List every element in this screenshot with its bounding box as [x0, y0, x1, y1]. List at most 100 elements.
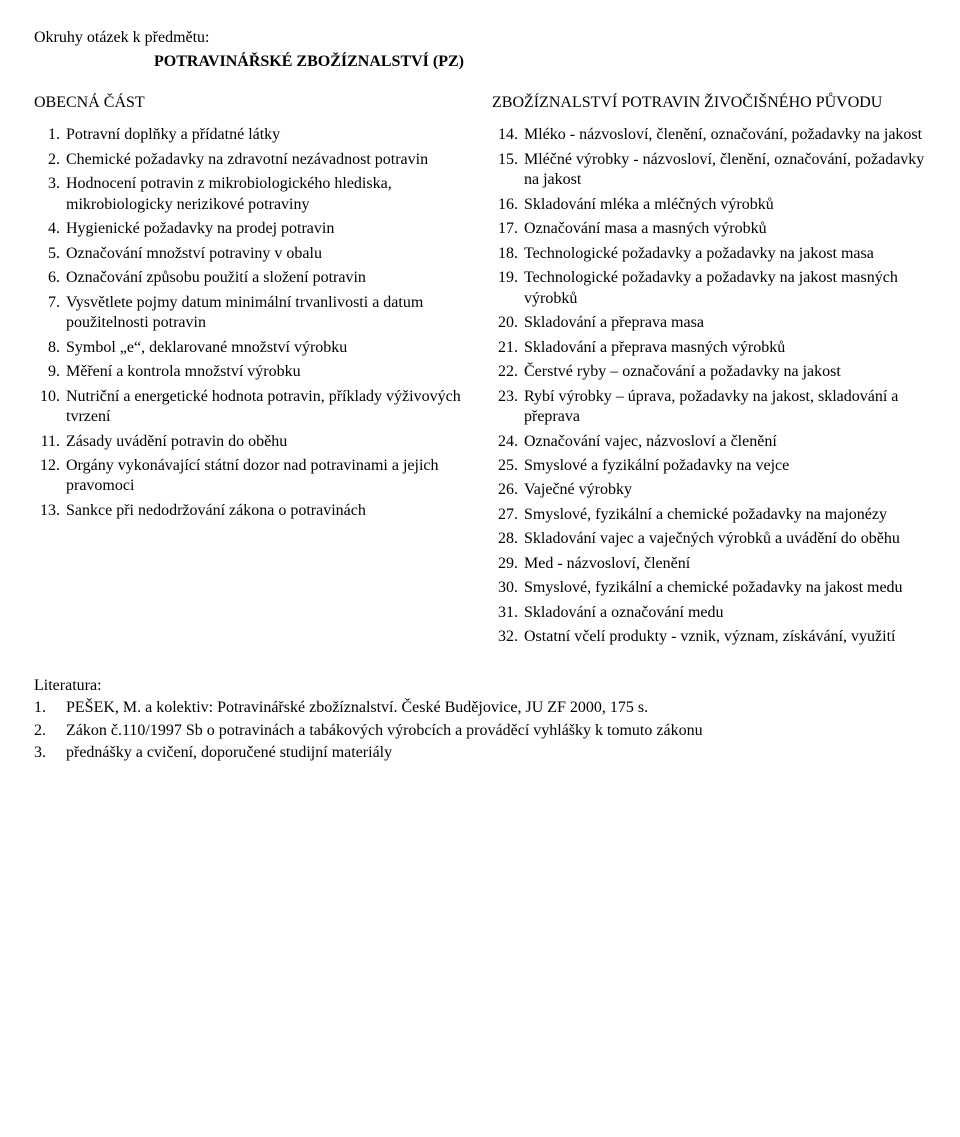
list-item: 24.Označování vajec, názvosloví a členěn… [492, 432, 926, 452]
item-number: 23. [492, 387, 524, 428]
item-text: Symbol „e“, deklarované množství výrobku [66, 338, 468, 358]
list-item: 20.Skladování a přeprava masa [492, 313, 926, 333]
list-item: 21.Skladování a přeprava masných výrobků [492, 338, 926, 358]
item-text: Zákon č.110/1997 Sb o potravinách a tabá… [66, 721, 926, 741]
list-item: 11.Zásady uvádění potravin do oběhu [34, 432, 468, 452]
item-text: Hygienické požadavky na prodej potravin [66, 219, 468, 239]
item-number: 3. [34, 174, 66, 215]
item-number: 21. [492, 338, 524, 358]
list-item: 15.Mléčné výrobky - názvosloví, členění,… [492, 150, 926, 191]
item-number: 19. [492, 268, 524, 309]
item-text: Technologické požadavky a požadavky na j… [524, 268, 926, 309]
item-number: 17. [492, 219, 524, 239]
item-number: 3. [34, 743, 66, 763]
literature-heading: Literatura: [34, 676, 926, 696]
item-text: Sankce při nedodržování zákona o potravi… [66, 501, 468, 521]
intro-line: Okruhy otázek k předmětu: [34, 28, 926, 48]
list-item: 2.Chemické požadavky na zdravotní nezáva… [34, 150, 468, 170]
item-text: Mléko - názvosloví, členění, označování,… [524, 125, 926, 145]
item-text: Nutriční a energetické hodnota potravin,… [66, 387, 468, 428]
item-number: 2. [34, 150, 66, 170]
list-item: 23.Rybí výrobky – úprava, požadavky na j… [492, 387, 926, 428]
item-number: 2. [34, 721, 66, 741]
literature-list: 1.PEŠEK, M. a kolektiv: Potravinářské zb… [34, 698, 926, 763]
item-number: 31. [492, 603, 524, 623]
item-number: 10. [34, 387, 66, 428]
item-text: Skladování mléka a mléčných výrobků [524, 195, 926, 215]
item-number: 32. [492, 627, 524, 647]
item-number: 1. [34, 125, 66, 145]
list-item: 8.Symbol „e“, deklarované množství výrob… [34, 338, 468, 358]
list-item: 1.Potravní doplňky a přídatné látky [34, 125, 468, 145]
item-text: Potravní doplňky a přídatné látky [66, 125, 468, 145]
item-text: Hodnocení potravin z mikrobiologického h… [66, 174, 468, 215]
item-text: Označování masa a masných výrobků [524, 219, 926, 239]
list-item: 4.Hygienické požadavky na prodej potravi… [34, 219, 468, 239]
item-text: Skladování a označování medu [524, 603, 926, 623]
item-text: Měření a kontrola množství výrobku [66, 362, 468, 382]
item-text: Smyslové, fyzikální a chemické požadavky… [524, 578, 926, 598]
list-item: 7.Vysvětlete pojmy datum minimální trvan… [34, 293, 468, 334]
item-text: Technologické požadavky a požadavky na j… [524, 244, 926, 264]
left-list: 1.Potravní doplňky a přídatné látky2.Che… [34, 125, 468, 521]
right-column: ZBOŽÍZNALSTVÍ POTRAVIN ŽIVOČIŠNÉHO PŮVOD… [492, 93, 926, 652]
list-item: 22.Čerstvé ryby – označování a požadavky… [492, 362, 926, 382]
list-item: 6.Označování způsobu použití a složení p… [34, 268, 468, 288]
list-item: 29.Med - názvosloví, členění [492, 554, 926, 574]
item-number: 25. [492, 456, 524, 476]
item-text: Skladování a přeprava masných výrobků [524, 338, 926, 358]
item-text: Označování množství potraviny v obalu [66, 244, 468, 264]
item-text: Rybí výrobky – úprava, požadavky na jako… [524, 387, 926, 428]
list-item: 2.Zákon č.110/1997 Sb o potravinách a ta… [34, 721, 926, 741]
item-text: Mléčné výrobky - názvosloví, členění, oz… [524, 150, 926, 191]
right-heading: ZBOŽÍZNALSTVÍ POTRAVIN ŽIVOČIŠNÉHO PŮVOD… [492, 93, 926, 113]
list-item: 27.Smyslové, fyzikální a chemické požada… [492, 505, 926, 525]
columns: OBECNÁ ČÁST 1.Potravní doplňky a přídatn… [34, 93, 926, 652]
item-number: 9. [34, 362, 66, 382]
list-item: 32.Ostatní včelí produkty - vznik, význa… [492, 627, 926, 647]
left-column: OBECNÁ ČÁST 1.Potravní doplňky a přídatn… [34, 93, 468, 652]
list-item: 17.Označování masa a masných výrobků [492, 219, 926, 239]
list-item: 28.Skladování vajec a vaječných výrobků … [492, 529, 926, 549]
item-text: Skladování vajec a vaječných výrobků a u… [524, 529, 926, 549]
item-number: 13. [34, 501, 66, 521]
list-item: 3.Hodnocení potravin z mikrobiologického… [34, 174, 468, 215]
item-number: 11. [34, 432, 66, 452]
item-number: 22. [492, 362, 524, 382]
list-item: 26.Vaječné výrobky [492, 480, 926, 500]
item-number: 24. [492, 432, 524, 452]
item-number: 26. [492, 480, 524, 500]
item-number: 27. [492, 505, 524, 525]
item-text: PEŠEK, M. a kolektiv: Potravinářské zbož… [66, 698, 926, 718]
item-text: Chemické požadavky na zdravotní nezávadn… [66, 150, 468, 170]
left-heading: OBECNÁ ČÁST [34, 93, 468, 113]
item-number: 30. [492, 578, 524, 598]
list-item: 9.Měření a kontrola množství výrobku [34, 362, 468, 382]
list-item: 31.Skladování a označování medu [492, 603, 926, 623]
item-text: Med - názvosloví, členění [524, 554, 926, 574]
item-number: 5. [34, 244, 66, 264]
item-text: Označování vajec, názvosloví a členění [524, 432, 926, 452]
item-text: přednášky a cvičení, doporučené studijní… [66, 743, 926, 763]
item-number: 14. [492, 125, 524, 145]
item-text: Vaječné výrobky [524, 480, 926, 500]
item-text: Smyslové, fyzikální a chemické požadavky… [524, 505, 926, 525]
item-text: Zásady uvádění potravin do oběhu [66, 432, 468, 452]
list-item: 16.Skladování mléka a mléčných výrobků [492, 195, 926, 215]
item-number: 20. [492, 313, 524, 333]
item-text: Orgány vykonávající státní dozor nad pot… [66, 456, 468, 497]
document-title: POTRAVINÁŘSKÉ ZBOŽÍZNALSTVÍ (PZ) [154, 52, 926, 72]
item-text: Vysvětlete pojmy datum minimální trvanli… [66, 293, 468, 334]
item-text: Označování způsobu použití a složení pot… [66, 268, 468, 288]
item-text: Ostatní včelí produkty - vznik, význam, … [524, 627, 926, 647]
right-list: 14.Mléko - názvosloví, členění, označová… [492, 125, 926, 647]
item-text: Čerstvé ryby – označování a požadavky na… [524, 362, 926, 382]
item-text: Smyslové a fyzikální požadavky na vejce [524, 456, 926, 476]
item-number: 12. [34, 456, 66, 497]
item-number: 4. [34, 219, 66, 239]
list-item: 5.Označování množství potraviny v obalu [34, 244, 468, 264]
item-number: 16. [492, 195, 524, 215]
list-item: 18.Technologické požadavky a požadavky n… [492, 244, 926, 264]
list-item: 10.Nutriční a energetické hodnota potrav… [34, 387, 468, 428]
item-number: 18. [492, 244, 524, 264]
